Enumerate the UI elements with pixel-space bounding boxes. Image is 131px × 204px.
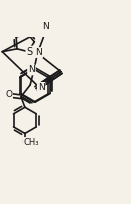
Text: N: N [28, 65, 35, 74]
Text: CH₃: CH₃ [23, 138, 39, 147]
Text: N: N [35, 48, 42, 57]
Text: S: S [26, 47, 33, 57]
Text: O: O [5, 90, 12, 99]
Text: N: N [38, 83, 45, 92]
Text: N: N [42, 22, 49, 31]
Text: O: O [21, 138, 28, 147]
